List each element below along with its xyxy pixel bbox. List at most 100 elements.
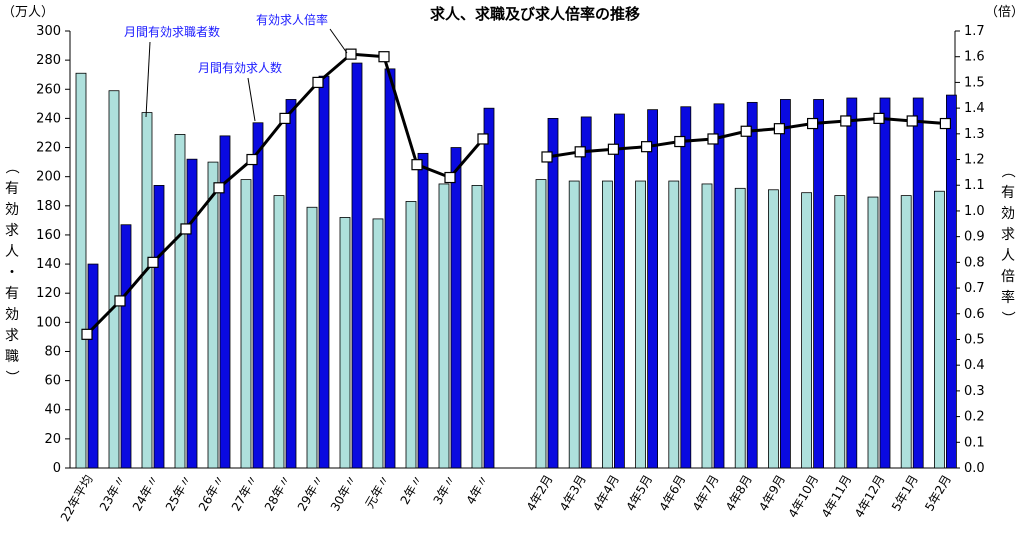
ratio-point: [674, 135, 686, 148]
job-openings-bar: [87, 263, 99, 469]
left-tick-label: 80: [44, 344, 61, 359]
right-axis-title-char: 倍: [1001, 269, 1015, 285]
x-tick-label: 4年2月: [524, 473, 556, 514]
x-tick-label: 3年〃: [431, 473, 459, 507]
right-axis-title-char: 効: [1001, 206, 1015, 222]
job-openings-bar: [318, 75, 330, 469]
legend-job-seekers-label: 月間有効求職者数: [124, 24, 220, 39]
right-axis-title-char: 有: [1001, 185, 1015, 201]
right-tick-label: 0.1: [964, 435, 985, 450]
job-seekers-bar: [934, 190, 945, 469]
job-seekers-bar: [867, 196, 879, 469]
ratio-line-layer: [81, 48, 952, 340]
x-tick-label: 22年平均: [58, 473, 96, 524]
job-seekers-bar: [174, 134, 186, 469]
x-tick-label: 5年1月: [889, 473, 921, 514]
job-openings-bar: [450, 147, 462, 469]
x-tick-label: 4年5月: [623, 473, 655, 514]
right-tick-label: 0.5: [964, 332, 985, 347]
right-tick-label: 0.6: [964, 307, 985, 322]
left-tick-label: 220: [36, 141, 61, 156]
job-openings-bar: [813, 99, 824, 469]
left-axis-title: （有効求人・有効求職）: [3, 160, 19, 384]
x-tick-label: 26年〃: [196, 473, 228, 514]
x-tick-label: 4年6月: [657, 473, 689, 514]
job-openings-bar: [483, 107, 495, 469]
x-tick-label: 4年〃: [464, 473, 492, 507]
job-openings-bar: [252, 122, 264, 469]
job-openings-bar: [946, 94, 957, 469]
job-openings-bar: [879, 97, 891, 469]
ratio-point: [411, 159, 423, 171]
x-tick-label: 30年〃: [328, 473, 360, 514]
job-openings-bar: [846, 97, 858, 469]
job-seekers-bar: [306, 206, 318, 469]
ratio-point: [246, 153, 258, 166]
job-openings-bar: [384, 68, 396, 469]
x-tick-label: 4年3月: [557, 473, 589, 514]
left-tick-label: 260: [36, 82, 61, 97]
x-tick-label: 4年4月: [590, 473, 622, 514]
x-tick-label: 2年〃: [398, 473, 426, 507]
job-openings-bar: [351, 62, 363, 469]
ratio-point: [279, 112, 291, 125]
job-seekers-bar: [273, 195, 285, 469]
left-axis-title-char: 人: [5, 244, 19, 260]
job-seekers-bar: [602, 180, 613, 469]
ratio-point: [607, 143, 620, 155]
job-openings-bar: [647, 109, 658, 469]
x-tick-label: 5年2月: [922, 473, 954, 514]
x-tick-label: 23年〃: [97, 473, 129, 514]
job-openings-bar: [912, 97, 924, 469]
ratio-point: [773, 123, 786, 135]
job-seekers-bar: [438, 183, 450, 469]
job-seekers-bar: [668, 180, 680, 469]
ratio-point: [873, 112, 885, 125]
left-tick-label: 120: [36, 286, 61, 301]
bars-layer: [75, 62, 957, 469]
job-seekers-bar: [801, 192, 812, 469]
ratio-point: [378, 51, 390, 63]
left-tick-label: 180: [36, 199, 61, 214]
job-seekers-bar: [701, 183, 713, 469]
right-tick-label: 1.1: [964, 178, 985, 193]
ratio-point: [574, 146, 586, 158]
job-seekers-bar: [339, 217, 351, 469]
job-seekers-bar: [768, 189, 779, 469]
left-tick-label: 300: [36, 24, 61, 39]
right-tick-label: 0.2: [964, 410, 985, 425]
right-axis-title-char: 求: [1001, 227, 1015, 243]
x-tick-label: 元年〃: [362, 473, 392, 511]
right-tick-label: 0.8: [964, 255, 985, 270]
x-tick-label: 27年〃: [229, 473, 261, 514]
job-openings-bar: [186, 158, 198, 469]
x-tick-label: 25年〃: [163, 473, 195, 514]
left-axis-title-char: ・: [5, 265, 19, 281]
job-openings-bar: [680, 106, 692, 469]
x-tick-label: 4年10月: [786, 473, 822, 521]
job-openings-bar: [746, 101, 758, 469]
ratio-point: [213, 182, 225, 194]
job-seekers-bar: [834, 195, 846, 469]
left-tick-label: 0: [53, 461, 61, 476]
x-tick-label: 4年12月: [852, 473, 888, 521]
job-seekers-bar: [900, 195, 912, 469]
job-openings-bar: [219, 135, 231, 469]
right-axis-title-char: 人: [1001, 248, 1015, 264]
job-seekers-bar: [75, 72, 87, 469]
left-axis-unit: （万人）: [2, 5, 54, 20]
left-tick-label: 200: [36, 170, 61, 185]
chart-title: 求人、求職及び求人倍率の推移: [430, 5, 640, 23]
job-openings-bar: [120, 224, 132, 469]
right-tick-label: 0.7: [964, 281, 985, 296]
left-axis-title-char: 有: [5, 181, 19, 197]
left-tick-label: 240: [36, 111, 61, 126]
job-seekers-bar: [141, 112, 153, 469]
job-openings-bar: [285, 99, 297, 469]
legend-job-openings-label: 月間有効求人数: [198, 60, 282, 75]
x-tick-label: 4年7月: [690, 473, 722, 514]
job-seekers-bar: [471, 185, 483, 469]
legend-job-seekers-leader: [145, 41, 151, 118]
x-tick-label: 29年〃: [295, 473, 327, 514]
